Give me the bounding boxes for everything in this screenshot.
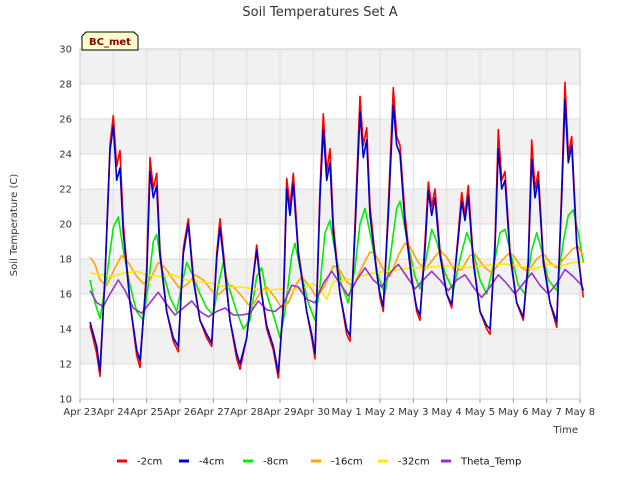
legend-label: -2cm	[137, 457, 162, 468]
series-lines	[89, 81, 585, 379]
legend-item: -4cm	[179, 457, 224, 468]
site-badge: BC_met	[81, 31, 139, 51]
x-tick-label: May 8	[565, 407, 595, 418]
legend-label: -8cm	[263, 457, 288, 468]
x-tick-label: Apr 25	[130, 407, 163, 418]
legend-label: -16cm	[331, 457, 363, 468]
y-axis-ticks: 10 12 14 16 18 20 22 24 26 28 30	[59, 45, 72, 406]
plot-band	[80, 329, 580, 364]
y-tick-label: 16	[59, 290, 72, 301]
legend: -2cm -4cm -8cm -16cm -32cm Theta_Temp	[117, 457, 521, 468]
badge-label: BC_met	[89, 37, 131, 48]
legend-label: -4cm	[199, 457, 224, 468]
y-tick-label: 26	[59, 115, 72, 126]
x-tick-label: Apr 30	[297, 407, 330, 418]
x-tick-label: May 1	[332, 407, 362, 418]
series-line-32cm	[89, 261, 584, 301]
series-line-16cm	[89, 242, 584, 309]
x-tick-label: May 4	[432, 407, 462, 418]
plot-band	[80, 364, 580, 399]
x-axis-label: Time	[553, 425, 578, 436]
y-tick-label: 10	[59, 395, 72, 406]
plot-band	[80, 84, 580, 119]
y-tick-label: 24	[59, 150, 72, 161]
y-axis-label: Soil Temperature (C)	[9, 174, 20, 277]
series-line-8cm	[89, 200, 585, 339]
legend-item: Theta_Temp	[441, 457, 521, 468]
x-tick-label: May 2	[365, 407, 395, 418]
y-tick-label: 18	[59, 255, 72, 266]
chart-title: Soil Temperatures Set A	[242, 5, 397, 20]
x-tick-label: Apr 28	[230, 407, 263, 418]
x-axis-ticks: Apr 23 Apr 24 Apr 25 Apr 26 Apr 27 Apr 28 Apr …	[63, 399, 595, 418]
x-tick-label: May 7	[532, 407, 562, 418]
legend-item: -8cm	[243, 457, 288, 468]
legend-label: -32cm	[398, 457, 430, 468]
plot-band	[80, 49, 580, 84]
x-tick-label: May 3	[398, 407, 428, 418]
x-tick-label: May 5	[465, 407, 495, 418]
legend-item: -16cm	[311, 457, 363, 468]
y-tick-label: 20	[59, 220, 72, 231]
y-tick-label: 22	[59, 185, 72, 196]
x-tick-label: Apr 24	[97, 407, 130, 418]
y-tick-label: 28	[59, 80, 72, 91]
y-tick-label: 12	[59, 360, 72, 371]
legend-item: -32cm	[378, 457, 430, 468]
x-tick-label: Apr 23	[63, 407, 96, 418]
x-tick-label: Apr 27	[197, 407, 230, 418]
x-tick-label: Apr 26	[163, 407, 196, 418]
x-tick-label: Apr 29	[263, 407, 296, 418]
legend-label: Theta_Temp	[460, 457, 521, 468]
plot-band	[80, 294, 580, 329]
plot-frame	[79, 48, 581, 400]
legend-item: -2cm	[117, 457, 162, 468]
y-tick-label: 14	[59, 325, 72, 336]
series-line-4cm	[89, 98, 585, 374]
y-tick-label: 30	[59, 45, 72, 56]
x-tick-label: May 6	[498, 407, 528, 418]
badge-box	[81, 31, 139, 51]
